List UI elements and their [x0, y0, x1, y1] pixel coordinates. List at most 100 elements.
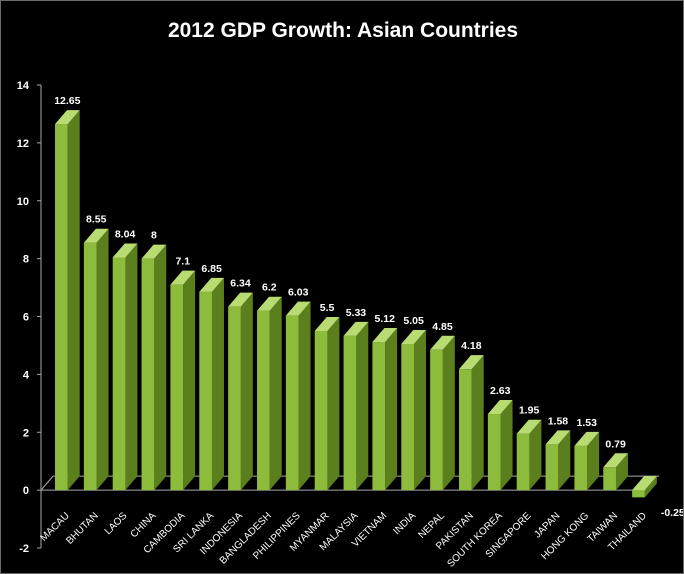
- bar-side-face: [500, 400, 513, 491]
- bar-top-face: [285, 301, 311, 316]
- bar: [632, 476, 657, 498]
- bar-front-face: [632, 490, 645, 498]
- bar-side-face: [96, 228, 109, 491]
- data-label: 0.79: [605, 438, 626, 450]
- bar-front-face: [516, 433, 530, 491]
- bar-top-face: [372, 327, 398, 342]
- bar: [459, 355, 484, 491]
- bar: [141, 244, 167, 491]
- data-label: 8.55: [86, 214, 107, 226]
- bar-side-face: [327, 316, 340, 491]
- bar-side-face: [183, 270, 196, 491]
- y-tick-label: -2: [19, 543, 29, 555]
- data-label: 8: [151, 230, 157, 242]
- bar-top-face: [112, 243, 138, 258]
- bar-front-face: [343, 335, 357, 491]
- bar-side-face: [529, 419, 542, 491]
- bar-top-face: [401, 329, 426, 344]
- y-tick-label: 4: [23, 369, 30, 381]
- bar-front-face: [199, 291, 212, 491]
- bar-top-face: [459, 355, 484, 370]
- bar: [574, 431, 600, 491]
- bar-side-face: [240, 292, 253, 491]
- y-tick-label: 6: [23, 312, 29, 324]
- bar: [487, 400, 513, 491]
- bar-side-face: [615, 453, 628, 491]
- zero-floor-side-line: [40, 475, 54, 491]
- bar-front-face: [83, 242, 97, 491]
- data-label: 4.18: [461, 340, 482, 352]
- bar: [285, 301, 311, 491]
- bar-front-face: [257, 310, 270, 491]
- bar: [228, 292, 253, 491]
- bar-front-face: [112, 257, 126, 491]
- bar-side-face: [385, 327, 398, 491]
- bar-front-face: [228, 306, 241, 491]
- bar-top-face: [257, 296, 282, 311]
- bar: [112, 243, 138, 491]
- data-label: 2.63: [490, 385, 511, 397]
- data-label: 6.03: [288, 287, 309, 299]
- bar: [516, 419, 542, 491]
- bar-front-face: [55, 124, 68, 491]
- bar-side-face: [644, 476, 657, 498]
- bar-front-face: [545, 444, 559, 491]
- bar-side-face: [413, 329, 426, 491]
- data-label: 5.5: [320, 302, 335, 314]
- bar-side-face: [298, 301, 311, 491]
- data-label: 5.33: [346, 307, 367, 319]
- y-tick-label: 10: [17, 196, 29, 208]
- bar-front-face: [372, 341, 386, 491]
- bar-top-face: [55, 110, 80, 125]
- bar-front-face: [401, 343, 414, 491]
- bar-side-face: [154, 244, 167, 491]
- bar-top-face: [545, 430, 571, 445]
- y-tick-label: 14: [17, 80, 30, 92]
- bar: [545, 430, 571, 491]
- data-label: 5.12: [375, 313, 396, 325]
- bar: [314, 316, 340, 491]
- bar-front-face: [170, 284, 184, 491]
- bar-front-face: [141, 258, 155, 491]
- data-label: 8.04: [115, 228, 136, 240]
- bar-front-face: [487, 414, 501, 491]
- y-tick-label: 8: [23, 254, 29, 266]
- data-label: 5.05: [403, 315, 424, 327]
- data-label: 12.65: [54, 95, 80, 107]
- category-label: INDIA: [391, 510, 418, 537]
- y-tick-label: 2: [23, 427, 29, 439]
- bar: [83, 228, 109, 491]
- category-label: BANGLADESH: [218, 510, 274, 566]
- bar-top-face: [516, 419, 542, 434]
- bar-side-face: [211, 277, 224, 491]
- data-label: 4.85: [432, 321, 453, 333]
- bar-top-face: [141, 244, 167, 259]
- bar-top-face: [170, 270, 196, 285]
- data-label: 1.95: [519, 405, 540, 417]
- data-label: 6.34: [230, 278, 251, 290]
- bar-side-face: [125, 243, 138, 491]
- bar-top-face: [83, 228, 109, 243]
- bar: [170, 270, 196, 491]
- bar-top-face: [228, 292, 253, 307]
- bar-side-face: [471, 355, 484, 491]
- bar-side-face: [558, 430, 571, 491]
- y-tick-label: 12: [17, 138, 29, 150]
- category-label: LAOS: [103, 510, 130, 537]
- data-label: 6.85: [201, 263, 222, 275]
- y-tick-label: 0: [23, 485, 29, 497]
- bar: [603, 453, 628, 491]
- bar-side-face: [442, 335, 455, 491]
- bar: [401, 329, 426, 491]
- chart-title: 2012 GDP Growth: Asian Countries: [168, 19, 518, 42]
- bar: [343, 321, 369, 491]
- data-label: -0.25: [661, 507, 683, 519]
- bar-top-face: [603, 453, 628, 468]
- bars: [55, 110, 657, 498]
- data-label: 7.1: [175, 256, 190, 268]
- bar-top-face: [343, 321, 369, 336]
- bar-top-face: [314, 316, 340, 331]
- category-label: BHUTAN: [64, 510, 100, 546]
